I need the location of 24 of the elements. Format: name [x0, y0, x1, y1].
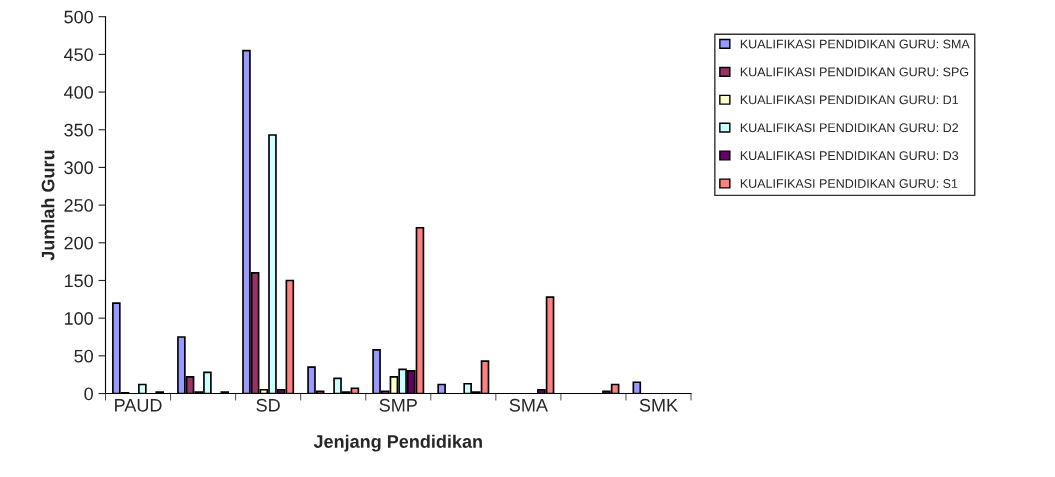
- x-tick-label: SMK: [639, 398, 678, 412]
- x-tick-label: SD: [256, 398, 280, 412]
- legend-label: KUALIFIKASI PENDIDIKAN GURU: D1: [740, 95, 959, 105]
- legend-label: KUALIFIKASI PENDIDIKAN GURU: D2: [740, 123, 959, 133]
- legend-label: KUALIFIKASI PENDIDIKAN GURU: SMA: [740, 39, 970, 49]
- x-tick-label: SMA: [509, 398, 548, 412]
- y-tick-label: 450: [63, 48, 93, 62]
- x-tick-label: PAUD: [115, 399, 162, 412]
- y-tick-label: 500: [64, 10, 93, 24]
- legend-label: KUALIFIKASI PENDIDIKAN GURU: SPG: [740, 67, 969, 77]
- y-tick-label: 0: [84, 387, 93, 401]
- y-tick-label: 150: [64, 274, 93, 288]
- legend-label: KUALIFIKASI PENDIDIKAN GURU: D3: [740, 151, 959, 161]
- y-tick-label: 50: [74, 349, 93, 363]
- y-tick-label: 400: [63, 86, 93, 99]
- legend-label: KUALIFIKASI PENDIDIKAN GURU: S1: [740, 179, 958, 188]
- y-tick-label: 350: [64, 123, 93, 137]
- y-tick-label: 200: [64, 236, 93, 250]
- x-axis-title: Jenjang Pendidikan: [313, 434, 482, 452]
- y-tick-label: 300: [64, 161, 93, 175]
- y-tick-label: 100: [64, 312, 93, 325]
- y-tick-label: 250: [64, 199, 93, 212]
- x-tick-label: SMP: [379, 398, 417, 412]
- y-axis-title: Jumlah Guru: [41, 150, 55, 261]
